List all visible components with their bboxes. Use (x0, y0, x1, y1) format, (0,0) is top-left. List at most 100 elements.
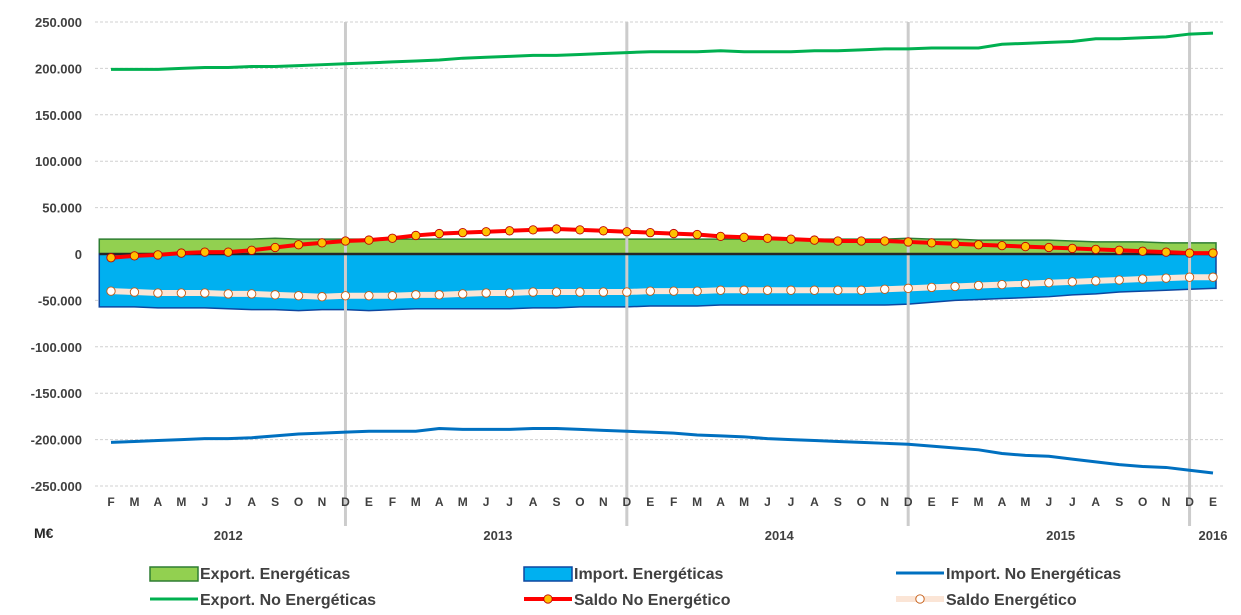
marker-saldo-no-energ-tico (669, 228, 679, 239)
x-tick-label: J (483, 495, 490, 509)
x-tick-label: F (107, 495, 114, 509)
legend-item-export-no-energ-ticas: Export. No Energéticas (150, 592, 376, 609)
y-tick-label: 250.000 (35, 15, 82, 30)
marker-saldo-no-energ-tico (340, 236, 351, 246)
marker-saldo-no-energ-tico (622, 227, 632, 237)
marker-saldo-no-energ-tico (364, 235, 374, 245)
marker-saldo-no-energ-tico (903, 237, 913, 247)
marker-saldo-energ-tico (481, 288, 491, 298)
x-tick-label: D (622, 495, 631, 509)
marker-saldo-no-energ-tico (153, 250, 163, 260)
marker-saldo-no-energ-tico (692, 229, 702, 240)
marker-saldo-energ-tico (528, 287, 538, 297)
marker-saldo-energ-tico (411, 290, 421, 300)
marker-saldo-energ-tico (247, 289, 257, 299)
x-tick-label: M (129, 495, 139, 509)
marker-saldo-energ-tico (176, 288, 186, 298)
marker-saldo-energ-tico (106, 286, 116, 296)
legend-label: Import. No Energéticas (946, 566, 1121, 583)
marker-saldo-energ-tico (973, 280, 984, 291)
x-tick-label: A (998, 495, 1007, 509)
marker-saldo-energ-tico (669, 286, 679, 296)
year-label: 2014 (765, 528, 795, 543)
marker-saldo-no-energ-tico (973, 240, 984, 250)
y-tick-label: -250.000 (31, 479, 82, 494)
marker-saldo-no-energ-tico (551, 224, 562, 234)
marker-saldo-no-energ-tico (176, 248, 186, 258)
unit-label: M€ (34, 525, 54, 541)
x-tick-label: J (788, 495, 795, 509)
year-labels: 2012 2013 2014 2015 2016 (214, 528, 1228, 543)
marker-saldo-energ-tico (997, 279, 1007, 290)
marker-saldo-energ-tico (317, 292, 327, 302)
legend-label: Export. Energéticas (200, 566, 350, 583)
y-tick-label: -50.000 (38, 293, 82, 308)
marker-saldo-energ-tico (270, 290, 280, 300)
marker-saldo-no-energ-tico (762, 233, 773, 243)
marker-saldo-energ-tico (293, 291, 304, 301)
line-import-no-energ-ticas (110, 426, 1214, 475)
x-tick-label: A (435, 495, 444, 509)
marker-saldo-no-energ-tico (1091, 244, 1101, 255)
marker-saldo-no-energ-tico (317, 238, 327, 248)
x-tick-label: J (1069, 495, 1076, 509)
marker-saldo-no-energ-tico (387, 233, 398, 243)
marker-saldo-energ-tico (1161, 273, 1171, 283)
marker-saldo-no-energ-tico (715, 231, 726, 242)
marker-saldo-no-energ-tico (458, 228, 468, 238)
x-tick-label: F (951, 495, 958, 509)
marker-saldo-no-energ-tico (997, 240, 1007, 251)
x-tick-label: A (810, 495, 819, 509)
marker-saldo-no-energ-tico (1138, 246, 1148, 256)
marker-saldo-no-energ-tico (504, 226, 515, 236)
x-tick-label: S (552, 495, 560, 509)
marker-saldo-no-energ-tico (1067, 243, 1077, 254)
legend-label: Saldo Energético (946, 592, 1077, 609)
y-tick-label: 50.000 (42, 201, 82, 216)
marker-saldo-no-energ-tico (481, 227, 491, 237)
y-tick-label: 100.000 (35, 154, 82, 169)
legend-item-saldo-no-energ-tico: Saldo No Energético (524, 592, 731, 609)
marker-saldo-no-energ-tico (1020, 241, 1031, 252)
marker-saldo-no-energ-tico (411, 230, 421, 241)
marker-saldo-no-energ-tico (739, 232, 749, 242)
marker-saldo-no-energ-tico (598, 226, 609, 236)
marker-saldo-no-energ-tico (1208, 248, 1218, 258)
marker-saldo-no-energ-tico (786, 234, 796, 244)
marker-saldo-energ-tico (200, 288, 210, 298)
x-tick-label: O (1138, 495, 1147, 509)
marker-saldo-no-energ-tico (106, 253, 116, 263)
x-tick-label: J (764, 495, 771, 509)
marker-saldo-energ-tico (1044, 278, 1054, 288)
x-tick-label: F (389, 495, 396, 509)
marker-saldo-energ-tico (434, 290, 444, 300)
marker-saldo-energ-tico (1020, 279, 1031, 289)
legend-marker (543, 594, 553, 604)
marker-saldo-energ-tico (458, 289, 468, 299)
marker-saldo-energ-tico (129, 287, 140, 297)
marker-saldo-no-energ-tico (528, 225, 538, 235)
marker-saldo-energ-tico (598, 287, 609, 297)
line-export-no-energ-ticas (111, 31, 1214, 71)
x-tick-label: E (1209, 495, 1217, 509)
x-tick-label: A (529, 495, 538, 509)
x-tick-label: A (154, 495, 163, 509)
marker-saldo-no-energ-tico (200, 247, 210, 257)
marker-saldo-no-energ-tico (270, 242, 280, 253)
y-tick-label: 0 (75, 247, 82, 262)
x-tick-label: N (318, 495, 327, 509)
marker-saldo-energ-tico (715, 285, 726, 295)
marker-saldo-no-energ-tico (833, 236, 843, 246)
x-tick-label: E (365, 495, 373, 509)
marker-saldo-energ-tico (1184, 272, 1195, 282)
marker-saldo-no-energ-tico (809, 235, 820, 245)
x-tick-label: O (857, 495, 866, 509)
y-tick-label: -100.000 (31, 340, 82, 355)
line-series (106, 31, 1218, 475)
x-tick-label: N (1162, 495, 1171, 509)
x-tick-label: E (928, 495, 936, 509)
x-tick-label: F (670, 495, 677, 509)
x-tick-label: J (1046, 495, 1053, 509)
legend-item-import-energ-ticas: Import. Energéticas (523, 566, 723, 583)
